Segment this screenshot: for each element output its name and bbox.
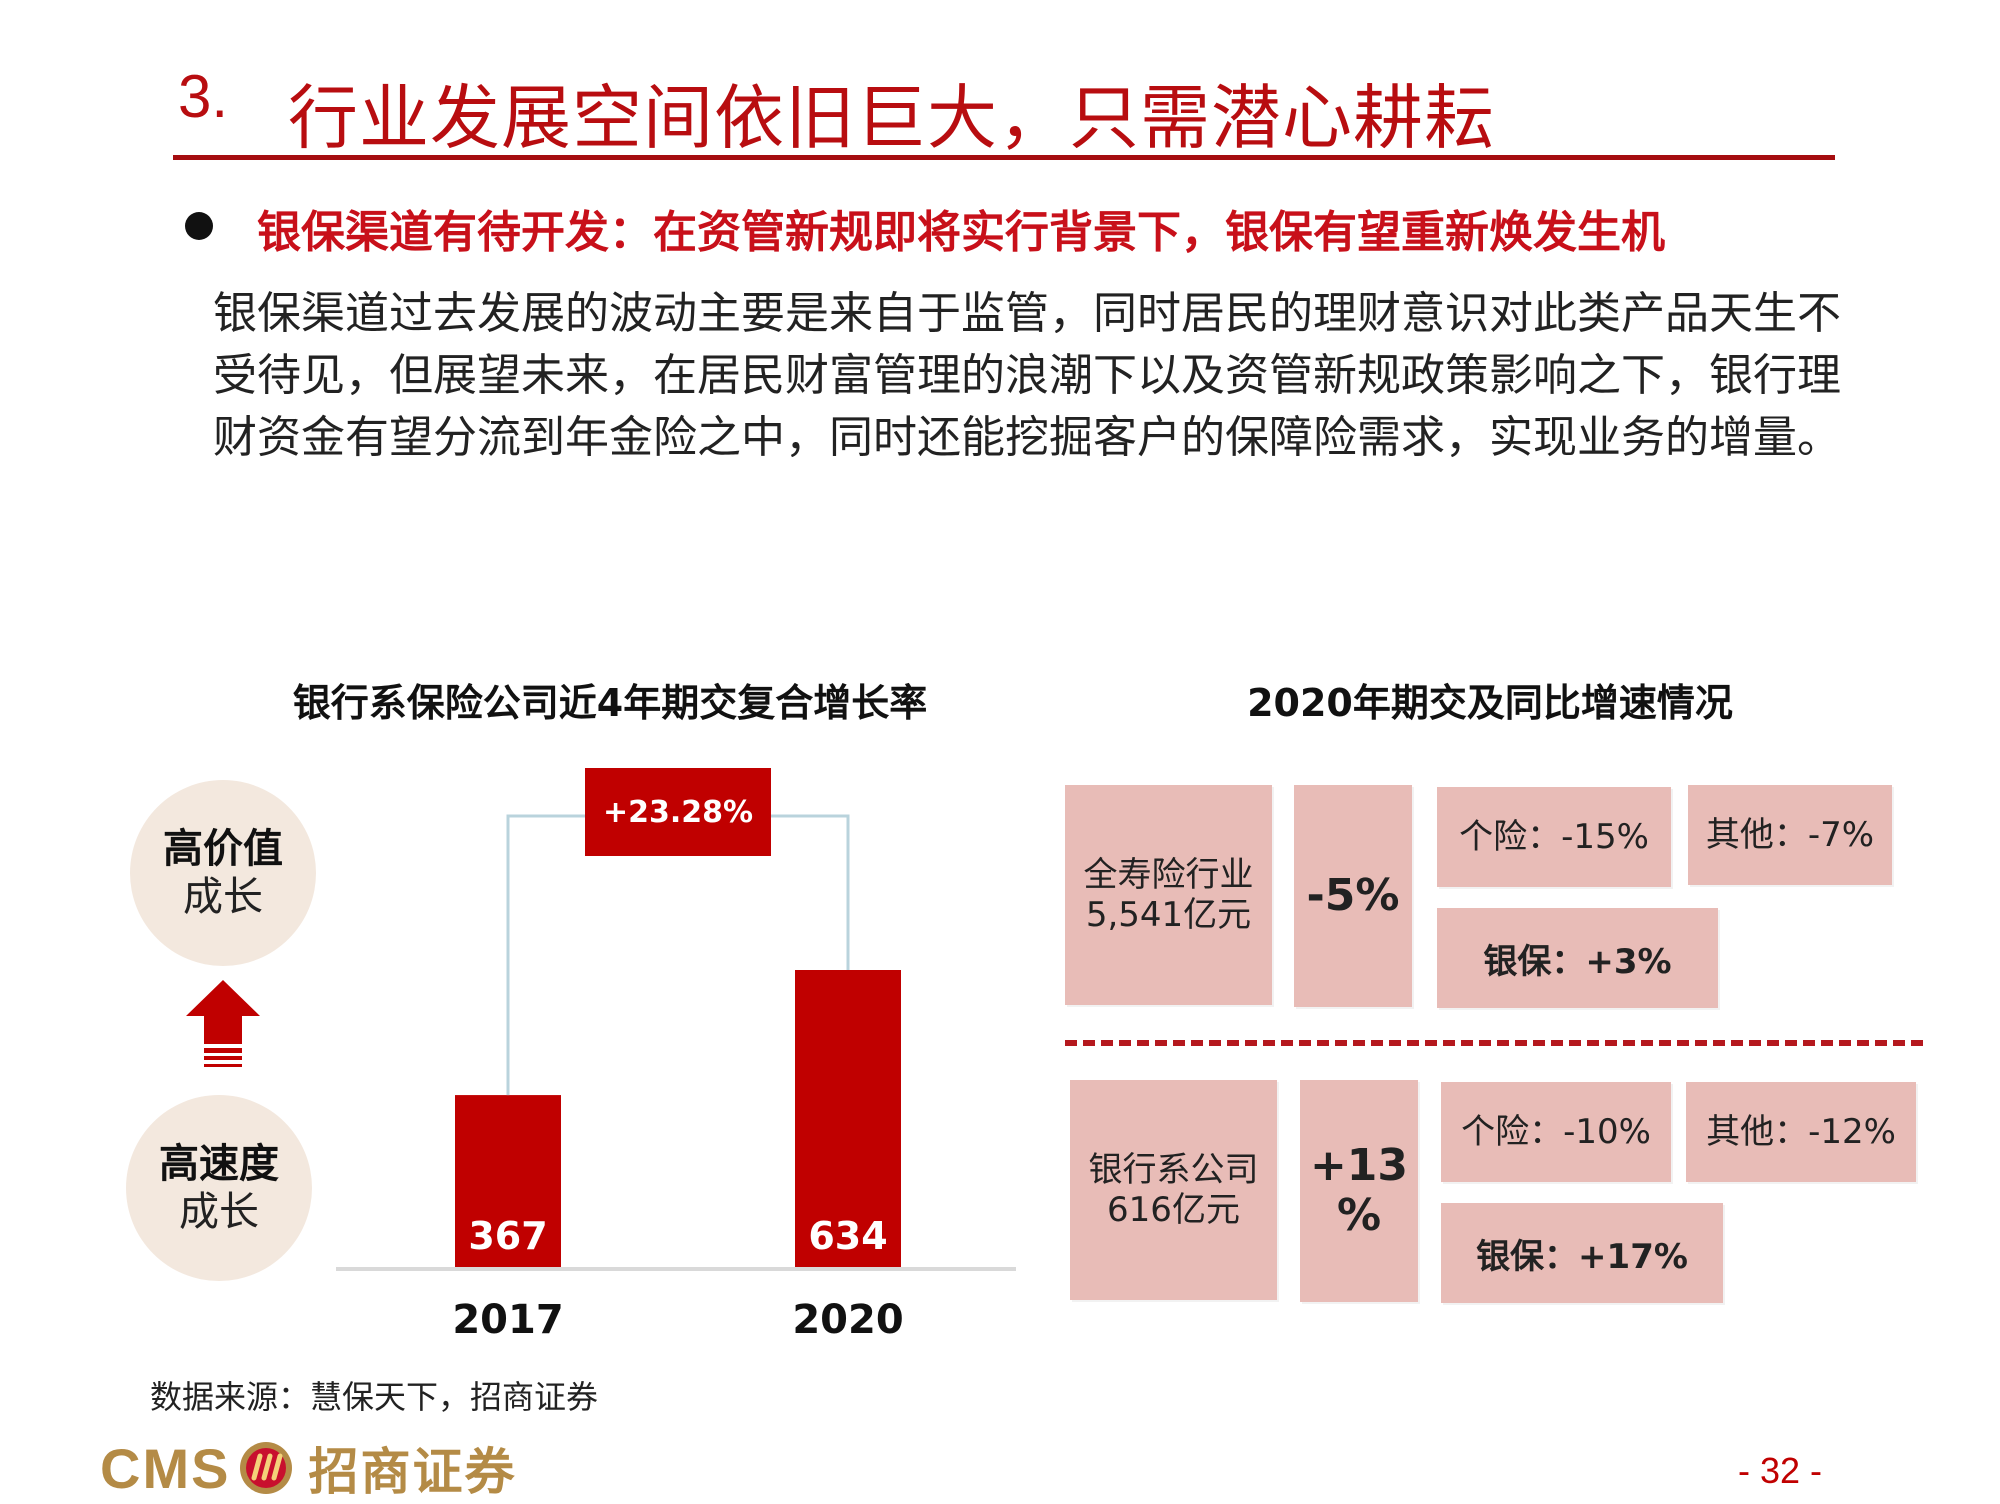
growth-value: +13 xyxy=(1309,1140,1409,1191)
bar-data-label: 367 xyxy=(468,1214,547,1258)
bar-data-label: 634 xyxy=(808,1214,887,1258)
circle-label-strong: 高价值 xyxy=(163,826,283,872)
industry-growth-box: -5% xyxy=(1294,785,1412,1007)
circle-label-strong: 高速度 xyxy=(159,1141,279,1187)
banca-growth: 银保：+17% xyxy=(1476,1236,1688,1277)
bank-affiliated-individual-box: 个险：-10% xyxy=(1441,1082,1671,1182)
bank-affiliated-total-box: 银行系公司 616亿元 xyxy=(1070,1080,1277,1300)
section-number: 3. xyxy=(178,63,229,130)
bar-2020 xyxy=(795,970,901,1267)
growth-value-unit: % xyxy=(1336,1190,1382,1241)
individual-growth: 个险：-15% xyxy=(1459,817,1649,857)
title-divider xyxy=(173,155,1835,160)
growth-annotation-label: +23.28% xyxy=(603,795,753,830)
box-label: 全寿险行业 xyxy=(1083,855,1254,895)
industry-other-box: 其他：-7% xyxy=(1688,785,1892,885)
body-line: 财资金有望分流到年金险之中，同时还能挖掘客户的保障险需求，实现业务的增量。 xyxy=(213,412,1841,463)
page-number: - 32 - xyxy=(1738,1450,1823,1491)
bar-2017 xyxy=(455,1095,561,1267)
other-growth: 其他：-7% xyxy=(1705,815,1875,855)
circle-label: 成长 xyxy=(179,1189,259,1235)
bank-affiliated-banca-box: 银保：+17% xyxy=(1441,1203,1723,1303)
growth-value: -5% xyxy=(1306,870,1400,921)
body-line: 银保渠道过去发展的波动主要是来自于监管，同时居民的理财意识对此类产品天生不 xyxy=(213,288,1841,339)
bank-affiliated-growth-box: +13 % xyxy=(1300,1080,1418,1302)
box-value: 616亿元 xyxy=(1107,1190,1240,1230)
x-tick-label: 2020 xyxy=(792,1297,903,1343)
bank-affiliated-other-box: 其他：-12% xyxy=(1686,1082,1916,1182)
logo-text: CMS xyxy=(100,1436,231,1500)
banca-growth: 银保：+3% xyxy=(1483,941,1672,982)
logo-emblem-icon xyxy=(240,1442,293,1494)
box-value: 5,541亿元 xyxy=(1085,895,1252,935)
industry-total-box: 全寿险行业 5,541亿元 xyxy=(1065,785,1272,1005)
growth-annotation-box xyxy=(585,768,771,856)
bullet-icon xyxy=(185,212,213,240)
page-title: 行业发展空间依旧巨大，只需潜心耕耘 xyxy=(288,77,1495,159)
high-value-circle: 高价值 成长 xyxy=(130,780,316,966)
high-speed-circle: 高速度 成长 xyxy=(126,1095,312,1281)
up-arrow-icon xyxy=(186,980,260,1067)
industry-banca-box: 银保：+3% xyxy=(1437,908,1718,1008)
body-paragraph: 银保渠道过去发展的波动主要是来自于监管，同时居民的理财意识对此类产品天生不 受待… xyxy=(213,283,1893,469)
body-line: 受待见，但展望未来，在居民财富管理的浪潮下以及资管新规政策影响之下，银行理 xyxy=(213,350,1841,401)
growth-bar-chart: 367 2017 634 2020 +23.28% xyxy=(336,768,1016,1343)
individual-growth: 个险：-10% xyxy=(1461,1112,1651,1152)
right-panel-title: 2020年期交及同比增速情况 xyxy=(1247,681,1733,725)
box-label: 银行系公司 xyxy=(1088,1150,1259,1190)
x-tick-label: 2017 xyxy=(452,1297,563,1343)
industry-individual-box: 个险：-15% xyxy=(1437,787,1671,887)
left-chart-title: 银行系保险公司近4年期交复合增长率 xyxy=(292,681,928,725)
company-logo: CMS 招商证券 xyxy=(100,1436,516,1502)
circle-label: 成长 xyxy=(183,874,263,920)
other-growth: 其他：-12% xyxy=(1706,1112,1896,1152)
bullet-heading: 银保渠道有待开发：在资管新规即将实行背景下，银保有望重新焕发生机 xyxy=(257,207,1665,258)
logo-chinese-name: 招商证券 xyxy=(308,1442,517,1501)
data-source: 数据来源：慧保天下，招商证券 xyxy=(150,1378,599,1416)
section-divider xyxy=(1065,1040,1923,1046)
